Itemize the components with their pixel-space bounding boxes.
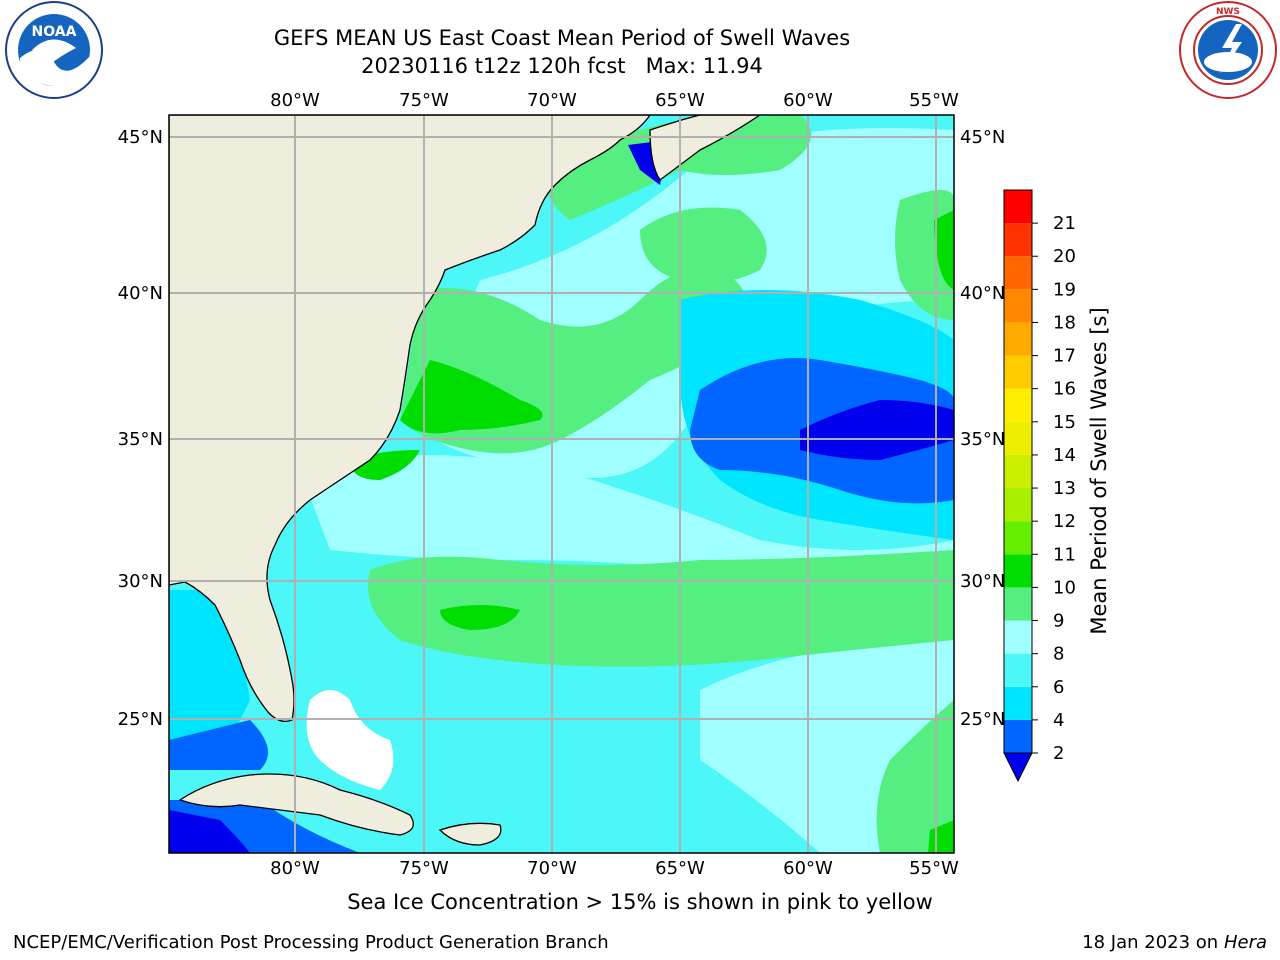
lat-label-left: 40°N — [118, 283, 163, 304]
field-cuba-south-deep — [169, 810, 250, 853]
lon-label-top: 75°W — [399, 90, 449, 111]
lat-label-right: 40°N — [960, 283, 1005, 304]
field-9-10-se — [876, 700, 954, 853]
colorbar-cell — [1004, 289, 1032, 323]
colorbar-tick-label: 16 — [1053, 379, 1076, 400]
colorbar-tick-label: 13 — [1053, 478, 1076, 499]
date-line: 18 Jan 2023 on Hera — [1082, 932, 1267, 953]
noaa-logo: NOAA — [5, 1, 103, 99]
field-below-2-central — [800, 400, 954, 460]
nws-logo: NWS — [1179, 1, 1277, 99]
colorbar-tick-label: 4 — [1053, 710, 1064, 731]
colorbar-cell — [1004, 653, 1032, 687]
colorbar-tick-label: 18 — [1053, 312, 1076, 333]
lat-label-left: 30°N — [118, 571, 163, 592]
map-title: GEFS MEAN US East Coast Mean Period of S… — [273, 26, 851, 50]
colorbar-cell — [1004, 521, 1032, 555]
colorbar-cell — [1004, 686, 1032, 720]
field-10-11-se — [928, 820, 954, 853]
colorbar-cell — [1004, 488, 1032, 522]
field-10-11-gulfstream — [440, 605, 520, 630]
machine-name: Hera — [1223, 932, 1267, 953]
field-10-11-hatteras — [400, 360, 543, 434]
colorbar-tick-label: 9 — [1053, 611, 1064, 632]
lon-label-bottom: 55°W — [909, 858, 959, 879]
colorbar-cell — [1004, 620, 1032, 654]
colorbar-cell — [1004, 322, 1032, 356]
lon-label-top: 65°W — [655, 90, 705, 111]
credit-line: NCEP/EMC/Verification Post Processing Pr… — [13, 932, 609, 953]
land-nova-scotia — [649, 115, 762, 181]
field-10-11-east — [934, 210, 954, 290]
land-cuba — [178, 773, 414, 836]
lat-label-right: 25°N — [960, 709, 1005, 730]
land-hispaniola — [438, 822, 502, 846]
colorbar-tick-label: 2 — [1053, 743, 1064, 764]
colorbar-cell — [1004, 554, 1032, 588]
lat-label-left: 25°N — [118, 709, 163, 730]
colorbar-cell — [1004, 190, 1032, 224]
field-gom-blue — [169, 720, 268, 770]
colorbar-tick-label: 12 — [1053, 511, 1076, 532]
lon-label-bottom: 65°W — [655, 858, 705, 879]
colorbar-cell — [1004, 587, 1032, 621]
lat-label-left: 35°N — [118, 429, 163, 450]
lon-label-bottom: 80°W — [270, 858, 320, 879]
colorbar-tick-label: 19 — [1053, 279, 1076, 300]
sea-ice-note: Sea Ice Concentration > 15% is shown in … — [347, 890, 933, 914]
colorbar-cell — [1004, 256, 1032, 290]
lon-label-top: 80°W — [270, 90, 320, 111]
colorbar-tick-label: 11 — [1053, 544, 1076, 565]
lon-label-top: 60°W — [783, 90, 833, 111]
nws-ring-text: NWS — [1216, 7, 1240, 17]
svg-text:NOAA: NOAA — [32, 24, 77, 40]
colorbar-tick-label: 14 — [1053, 445, 1076, 466]
field-9-10-northeast — [640, 207, 767, 284]
colorbar-frame — [1003, 189, 1033, 754]
colorbar-cell — [1004, 421, 1032, 455]
lon-label-top: 55°W — [909, 90, 959, 111]
colorbar-tick-label: 15 — [1053, 412, 1076, 433]
bahamas-shoals — [306, 690, 394, 790]
colorbar-under-arrow — [1003, 752, 1033, 783]
colorbar-tick-label: 17 — [1053, 346, 1076, 367]
map-frame — [168, 114, 955, 854]
colorbar-label: Mean Period of Swell Waves [s] — [1087, 307, 1111, 634]
field-8-9-central — [300, 455, 954, 576]
lat-label-left: 45°N — [118, 127, 163, 148]
colorbar-cell — [1004, 355, 1032, 389]
lon-label-top: 70°W — [527, 90, 577, 111]
lat-label-right: 35°N — [960, 429, 1005, 450]
colorbar-tick-label: 6 — [1053, 677, 1064, 698]
lon-label-bottom: 75°W — [399, 858, 449, 879]
lat-label-right: 30°N — [960, 571, 1005, 592]
colorbar-cell — [1004, 223, 1032, 257]
lon-label-bottom: 70°W — [527, 858, 577, 879]
colorbar-cell — [1004, 388, 1032, 422]
colorbar-tick-label: 10 — [1053, 577, 1076, 598]
colorbar-tick-label: 21 — [1053, 213, 1076, 234]
colorbar-tick-label: 20 — [1053, 246, 1076, 267]
map-gridlines — [169, 115, 954, 853]
colorbar-cell — [1004, 454, 1032, 489]
colorbar-tick-label: 8 — [1053, 644, 1064, 665]
lon-label-bottom: 60°W — [783, 858, 833, 879]
lat-label-right: 45°N — [960, 127, 1005, 148]
map-subtitle: 20230116 t12z 120h fcst Max: 11.94 — [361, 54, 763, 78]
date-text: 18 Jan 2023 on — [1082, 932, 1224, 953]
colorbar-cell — [1004, 719, 1032, 753]
